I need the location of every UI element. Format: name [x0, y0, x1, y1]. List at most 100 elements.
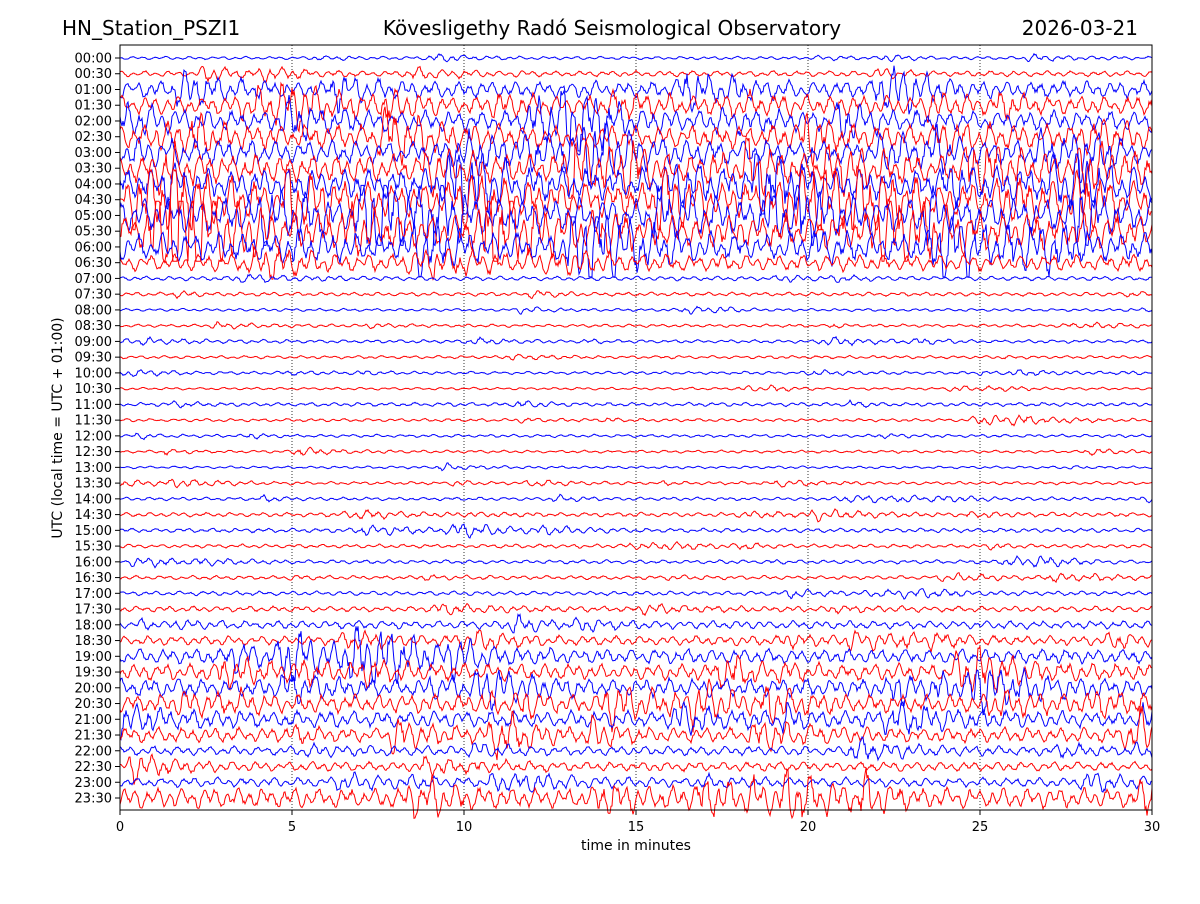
trace-row-2100: [119, 700, 1153, 741]
trace-row-0000: [120, 52, 1153, 63]
y-tick-label: 02:30: [75, 130, 112, 145]
trace-row-0530: [119, 200, 1153, 262]
y-tick-label: 01:30: [75, 99, 112, 114]
station-label: HN_Station_PSZI1: [62, 16, 240, 40]
trace-row-0700: [119, 273, 1152, 283]
y-tick-label: 16:00: [75, 555, 112, 570]
trace-row-0630: [119, 246, 1153, 281]
trace-row-1000: [119, 369, 1153, 378]
y-tick-label: 09:00: [75, 335, 112, 350]
trace-row-0730: [119, 290, 1153, 300]
y-tick-label: 00:30: [75, 67, 112, 82]
traces: [119, 52, 1153, 820]
trace-row-0800: [119, 305, 1153, 315]
x-tick-label: 10: [456, 820, 473, 835]
y-tick-label: 12:30: [75, 445, 112, 460]
trace-row-2300: [119, 771, 1152, 793]
x-tick-label: 15: [628, 820, 645, 835]
y-tick-label: 22:00: [75, 744, 112, 759]
y-tick-label: 08:30: [75, 319, 112, 334]
trace-row-1900: [119, 626, 1153, 685]
y-tick-label: 19:00: [75, 650, 112, 665]
y-tick-label: 11:30: [75, 414, 112, 429]
plot-frame: [119, 44, 1153, 811]
y-tick-label: 04:30: [75, 193, 112, 208]
y-tick-label: 05:00: [75, 209, 112, 224]
trace-row-0330: [119, 137, 1153, 199]
y-tick-label: 17:30: [75, 603, 112, 618]
y-tick-label: 09:30: [75, 351, 112, 366]
trace-row-1130: [119, 414, 1153, 427]
trace-row-2130: [119, 705, 1153, 761]
y-tick-label: 02:00: [75, 114, 112, 129]
y-tick-label: 15:00: [75, 524, 112, 539]
y-tick-label: 22:30: [75, 760, 112, 775]
trace-row-1630: [119, 572, 1153, 584]
y-tick-label: 19:30: [75, 666, 112, 681]
y-tick-label: 18:00: [75, 618, 112, 633]
y-tick-label: 21:00: [75, 713, 112, 728]
trace-row-2000: [119, 666, 1153, 716]
trace-row-2330: [119, 767, 1153, 820]
trace-row-1930: [119, 645, 1152, 693]
y-tick-label: 07:00: [75, 272, 112, 287]
trace-row-1400: [119, 493, 1153, 504]
trace-row-0930: [119, 353, 1153, 361]
trace-row-1300: [119, 462, 1153, 472]
y-tick-label: 03:00: [75, 146, 112, 161]
y-tick-label: 04:00: [75, 177, 112, 192]
trace-row-0130: [119, 81, 1153, 134]
y-tick-label: 14:00: [75, 492, 112, 507]
y-tick-label: 08:00: [75, 303, 112, 318]
trace-row-0600: [119, 215, 1153, 278]
y-tick-label: 06:30: [75, 256, 112, 271]
trace-row-0830: [119, 321, 1152, 330]
trace-row-1530: [119, 540, 1152, 551]
trace-row-1800: [119, 613, 1153, 634]
y-tick-label: 16:30: [75, 571, 112, 586]
y-tick-label: 20:30: [75, 697, 112, 712]
y-tick-label: 23:00: [75, 776, 112, 791]
x-tick-label: 25: [972, 820, 989, 835]
y-tick-label: 10:30: [75, 382, 112, 397]
trace-row-0100: [119, 65, 1153, 115]
x-tick-label: 0: [116, 820, 124, 835]
trace-row-1700: [119, 588, 1153, 600]
trace-row-1030: [119, 384, 1153, 392]
x-tick-label: 5: [288, 820, 296, 835]
trace-row-0030: [119, 65, 1153, 84]
y-tick-label: 20:00: [75, 681, 112, 696]
y-tick-label: 23:30: [75, 792, 112, 807]
trace-row-1500: [119, 523, 1153, 539]
trace-row-0400: [119, 152, 1153, 216]
x-tick-label: 30: [1144, 820, 1161, 835]
trace-row-0300: [119, 120, 1153, 183]
trace-row-1200: [119, 432, 1153, 441]
date-label: 2026-03-21: [1022, 16, 1138, 40]
trace-row-0200: [119, 89, 1153, 152]
y-tick-label: 01:00: [75, 83, 112, 98]
y-tick-label: 17:00: [75, 587, 112, 602]
x-axis-ticks: 0 5 10 15 20 25 30: [116, 810, 1160, 835]
trace-row-1600: [119, 555, 1153, 569]
y-tick-label: 06:00: [75, 240, 112, 255]
y-tick-label: 03:30: [75, 162, 112, 177]
y-tick-label: 07:30: [75, 288, 112, 303]
trace-row-2230: [120, 753, 1153, 785]
trace-row-2200: [119, 736, 1153, 762]
trace-row-0900: [119, 335, 1153, 347]
trace-row-2030: [119, 678, 1153, 733]
trace-row-1830: [119, 629, 1153, 653]
y-tick-label: 11:00: [75, 398, 112, 413]
y-tick-label: 13:00: [75, 461, 112, 476]
y-tick-label: 05:30: [75, 225, 112, 240]
y-tick-label: 12:00: [75, 429, 112, 444]
x-tick-label: 20: [800, 820, 817, 835]
y-tick-label: 15:30: [75, 540, 112, 555]
y-tick-label: 10:00: [75, 366, 112, 381]
trace-row-1330: [119, 478, 1153, 489]
y-axis-label: UTC (local time = UTC + 01:00): [50, 317, 66, 538]
y-tick-label: 13:30: [75, 477, 112, 492]
x-axis-label: time in minutes: [581, 838, 691, 854]
